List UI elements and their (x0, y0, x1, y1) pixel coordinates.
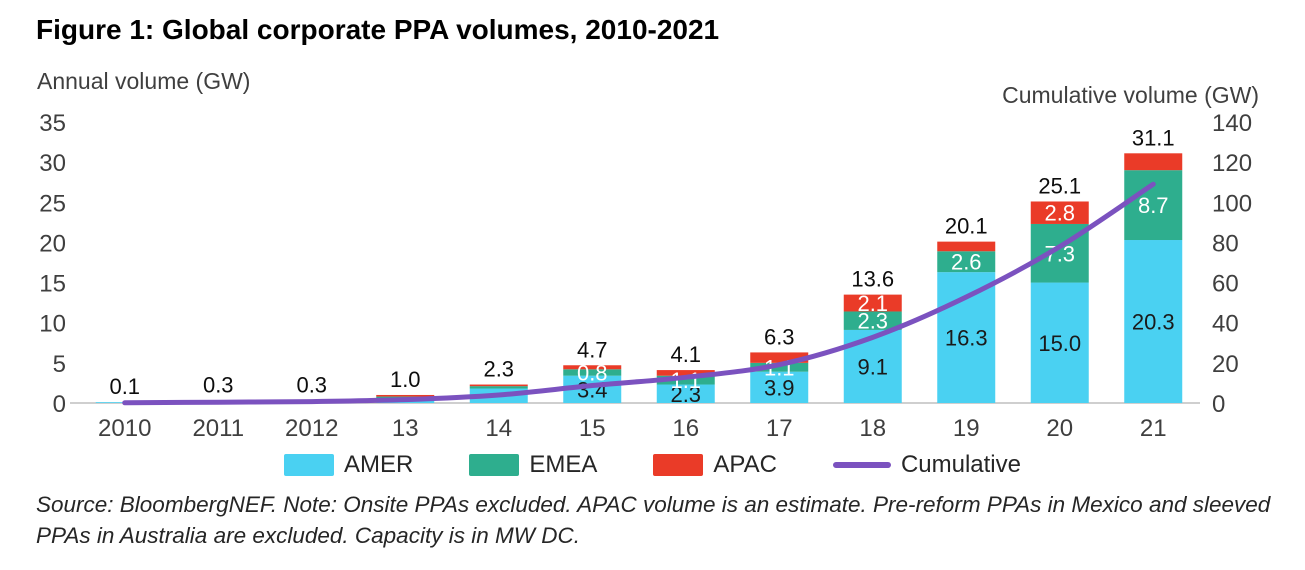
right-axis-tick: 0 (1212, 391, 1225, 418)
bar-segment-label: 20.3 (1132, 310, 1175, 335)
x-axis-label: 14 (485, 415, 512, 442)
legend-label-apac: APAC (713, 451, 777, 478)
bar-segment-amer (1124, 240, 1183, 403)
right-axis-tick: 100 (1212, 190, 1252, 217)
apac-swatch (653, 454, 704, 476)
left-axis-title: Annual volume (GW) (37, 68, 251, 94)
x-axis-label: 2011 (192, 415, 244, 442)
source-note: Source: BloombergNEF. Note: Onsite PPAs … (36, 492, 1271, 549)
legend-label-emea: EMEA (529, 451, 598, 478)
x-axis-label: 18 (859, 415, 886, 442)
legend-label-cumulative: Cumulative (900, 451, 1021, 478)
bar-segment-label: 16.3 (945, 326, 988, 351)
bar-segment-emea (843, 311, 902, 330)
x-axis-label: 20 (1046, 415, 1073, 442)
bar-segment-label: 2.1 (857, 291, 888, 316)
bar-segment-label: 0.8 (577, 360, 608, 385)
bar-total-label: 25.1 (1038, 173, 1081, 198)
bar-total-label: 20.1 (945, 214, 988, 239)
left-axis-tick: 15 (39, 271, 66, 298)
bar-segment-apac (469, 384, 528, 387)
x-axis-label: 13 (392, 415, 419, 442)
right-axis-tick: 60 (1212, 271, 1239, 298)
bar-total-label: 0.3 (203, 373, 234, 398)
plot-area: 0 5 10 15 20 25 30 35 0 20 40 60 80 100 120 140 2010 2011… (39, 110, 1252, 442)
bar-segment-apac (376, 394, 435, 397)
bar-total-label: 0.1 (109, 374, 140, 399)
legend-label-amer: AMER (344, 451, 414, 478)
left-axis-tick: 25 (39, 190, 66, 217)
x-axis-label: 21 (1140, 415, 1167, 442)
cumulative-line-swatch (832, 462, 891, 468)
right-axis-tick: 20 (1212, 351, 1239, 378)
x-axis-label: 19 (953, 415, 980, 442)
bar-segment-apac (563, 365, 622, 370)
bar-segment-label: 2.8 (1044, 201, 1075, 226)
bar-segment-label: 2.3 (670, 382, 701, 407)
x-axis-label: 2010 (98, 415, 151, 442)
legend-item-amer: AMER (284, 451, 413, 479)
bar-segment-emea (750, 362, 809, 372)
x-axis-label: 2012 (285, 415, 338, 442)
bar-segment-apac (843, 294, 902, 312)
bar-segment-amer (656, 384, 715, 403)
bar-segment-amer (750, 371, 809, 403)
bar-segment-label: 8.7 (1138, 193, 1169, 218)
legend-item-cumulative: Cumulative (832, 451, 1021, 479)
left-axis-tick: 35 (39, 110, 66, 137)
emea-swatch (469, 454, 520, 476)
bar-segment-label: 2.6 (951, 250, 982, 275)
bar-segment-amer (1030, 282, 1089, 403)
bar-segment-apac (1030, 201, 1089, 224)
right-axis-tick: 80 (1212, 230, 1239, 257)
bar-total-label: 0.3 (296, 373, 327, 398)
bar-total-label: 4.7 (577, 337, 608, 362)
bar-total-label: 2.3 (483, 357, 514, 382)
x-axis-label: 15 (579, 415, 606, 442)
chart-title: Figure 1: Global corporate PPA volumes, … (36, 14, 720, 45)
cumulative-line (122, 181, 1156, 406)
left-axis-tick: 10 (39, 311, 66, 338)
legend-item-emea: EMEA (469, 451, 597, 479)
bar-segment-apac (656, 370, 715, 376)
x-axis-label: 16 (672, 415, 699, 442)
bar-total-label: 6.3 (764, 324, 795, 349)
bar-segment-label: 9.1 (857, 354, 888, 379)
left-axis-tick: 5 (53, 351, 66, 378)
bar-total-label: 1.0 (390, 367, 421, 392)
right-axis-tick: 40 (1212, 311, 1239, 338)
bar-segment-label: 15.0 (1038, 331, 1081, 356)
bar-segment-label: 3.4 (577, 377, 608, 402)
bar-segment-amer (937, 272, 996, 403)
bar-segment-apac (750, 352, 809, 363)
left-axis-tick: 0 (53, 391, 66, 418)
right-axis-tick: 140 (1212, 110, 1252, 137)
left-axis-tick: 20 (39, 230, 66, 257)
bar-total-label: 4.1 (670, 342, 701, 367)
bar-segment-label: 3.9 (764, 375, 795, 400)
legend: AMER EMEA APAC Cumulative (0, 449, 1305, 481)
bar-segment-emea (469, 386, 528, 389)
left-axis-tick: 30 (39, 150, 66, 177)
x-axis-label: 17 (766, 415, 793, 442)
bar-total-label: 31.1 (1132, 125, 1175, 150)
bar-segment-emea (937, 251, 996, 273)
amer-swatch (284, 454, 334, 476)
bar-segment-label: 2.3 (857, 309, 888, 334)
right-axis-tick: 120 (1212, 150, 1252, 177)
bar-total-label: 13.6 (851, 267, 894, 292)
right-axis-title: Cumulative volume (GW) (1002, 82, 1259, 108)
bar-segment-emea (656, 375, 715, 385)
bar-segment-apac (937, 241, 996, 252)
bar-segment-apac (1124, 153, 1183, 171)
bar-segment-emea (563, 369, 622, 376)
legend-item-apac: APAC (653, 451, 777, 479)
